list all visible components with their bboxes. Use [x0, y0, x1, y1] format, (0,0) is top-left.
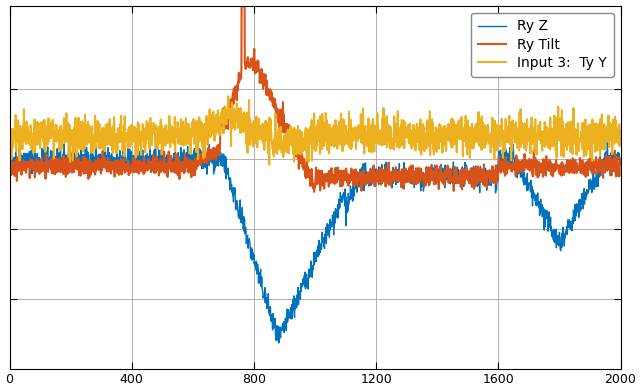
Input 3:  Ty Y: (0, 0.238): Ty Y: (0, 0.238): [6, 140, 13, 145]
Ry Tilt: [287, 138, 295, 143]
Ry Tilt: [599, 176, 607, 180]
Input 3:  Ty Y: (1.94e+03, 0.149): Ty Y: (1.94e+03, 0.149): [599, 146, 607, 151]
Input 3:  Ty Y: (1.58e+03, 0.263): Ty Y: (1.58e+03, 0.263): [487, 138, 495, 143]
Input 3:  Ty Y: (2e+03, 0.198): Ty Y: (2e+03, 0.198): [616, 143, 624, 148]
Ry Z: [287, 316, 295, 321]
Ry Tilt: [310, 189, 318, 194]
Input 3:  Ty Y: (1.94e+03, 0.35): Ty Y: (1.94e+03, 0.35): [599, 132, 607, 137]
Ry Z: [37, 159, 44, 163]
Input 3:  Ty Y: (921, 0.29): Ty Y: (921, 0.29): [287, 136, 295, 141]
Line: Input 3:  Ty Y: Input 3: Ty Y: [10, 96, 620, 165]
Legend: Ry Z, Ry Tilt, Input 3:  Ty Y: Ry Z, Ry Tilt, Input 3: Ty Y: [471, 13, 614, 77]
Ry Z: [599, 163, 607, 167]
Ry Tilt: [37, 168, 44, 173]
Line: Ry Tilt: Ry Tilt: [10, 0, 620, 192]
Ry Z: [487, 183, 495, 188]
Input 3:  Ty Y: (102, 0.526): Ty Y: (102, 0.526): [37, 120, 44, 125]
Ry Tilt: [6, 167, 13, 172]
Ry Z: [616, 161, 624, 166]
Ry Z: [599, 160, 607, 165]
Ry Tilt: [303, 159, 311, 163]
Ry Z: [275, 341, 282, 345]
Line: Ry Z: Ry Z: [10, 138, 620, 343]
Ry Tilt: [487, 178, 495, 183]
Ry Tilt: [599, 167, 607, 171]
Input 3:  Ty Y: (850, -0.0772): Ty Y: (850, -0.0772): [265, 162, 273, 167]
Ry Z: [6, 154, 13, 159]
Input 3:  Ty Y: (716, 0.901): Ty Y: (716, 0.901): [225, 94, 232, 99]
Input 3:  Ty Y: (974, 0.0586): Ty Y: (974, 0.0586): [303, 153, 311, 158]
Ry Z: [303, 278, 311, 282]
Ry Z: [69, 135, 77, 140]
Ry Tilt: [616, 162, 624, 167]
